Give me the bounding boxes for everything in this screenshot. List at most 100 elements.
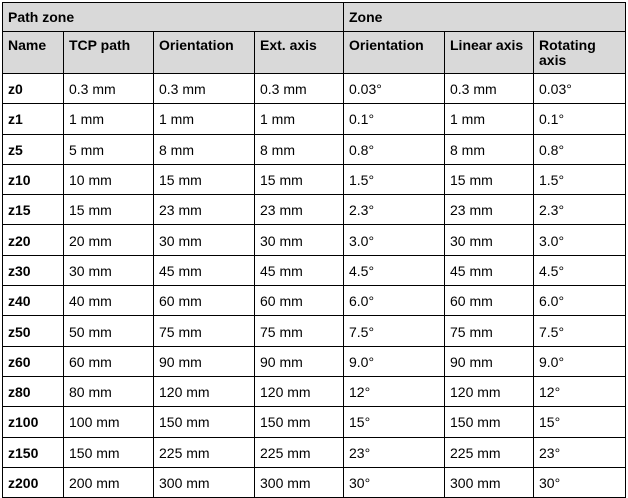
cell-rotating-axis: 0.03° xyxy=(532,72,627,105)
cell-zone-orientation: 6.0° xyxy=(343,285,445,317)
cell-path-orientation: 150 mm xyxy=(153,406,255,438)
cell-ext-axis: 1 mm xyxy=(254,103,344,135)
cell-linear-axis: 225 mm xyxy=(444,436,534,468)
table-row: z30 30 mm 45 mm 45 mm 4.5° 45 mm 4.5° xyxy=(2,254,627,287)
cell-zone-name: z1 xyxy=(2,103,64,135)
cell-path-orientation: 45 mm xyxy=(153,254,255,287)
cell-rotating-axis: 2.3° xyxy=(532,194,627,226)
cell-tcp-path: 15 mm xyxy=(63,194,154,226)
cell-zone-orientation: 3.0° xyxy=(343,224,445,256)
cell-ext-axis: 23 mm xyxy=(254,194,344,226)
cell-linear-axis: 0.3 mm xyxy=(444,72,534,105)
cell-ext-axis: 150 mm xyxy=(254,406,344,438)
cell-zone-orientation: 0.03° xyxy=(343,72,445,105)
table-row: z0 0.3 mm 0.3 mm 0.3 mm 0.03° 0.3 mm 0.03° xyxy=(2,72,627,105)
table-row: z60 60 mm 90 mm 90 mm 9.0° 90 mm 9.0° xyxy=(2,345,627,377)
column-header-path-orientation: Orientation xyxy=(153,31,255,74)
cell-zone-orientation: 23° xyxy=(343,436,445,468)
cell-rotating-axis: 0.1° xyxy=(532,103,627,135)
cell-zone-name: z0 xyxy=(2,72,64,105)
cell-path-orientation: 15 mm xyxy=(153,163,255,196)
cell-linear-axis: 75 mm xyxy=(444,315,534,347)
cell-zone-orientation: 4.5° xyxy=(343,254,445,287)
cell-tcp-path: 80 mm xyxy=(63,375,154,408)
cell-zone-name: z60 xyxy=(2,345,64,377)
cell-ext-axis: 30 mm xyxy=(254,224,344,256)
cell-rotating-axis: 12° xyxy=(532,375,627,408)
cell-tcp-path: 1 mm xyxy=(63,103,154,135)
table-row: z5 5 mm 8 mm 8 mm 0.8° 8 mm 0.8° xyxy=(2,133,627,165)
column-header-zone-orientation: Orientation xyxy=(343,31,445,74)
cell-tcp-path: 40 mm xyxy=(63,285,154,317)
cell-zone-name: z30 xyxy=(2,254,64,287)
cell-ext-axis: 120 mm xyxy=(254,375,344,408)
cell-ext-axis: 0.3 mm xyxy=(254,72,344,105)
cell-path-orientation: 60 mm xyxy=(153,285,255,317)
cell-rotating-axis: 3.0° xyxy=(532,224,627,256)
cell-path-orientation: 23 mm xyxy=(153,194,255,226)
table-row: z1 1 mm 1 mm 1 mm 0.1° 1 mm 0.1° xyxy=(2,103,627,135)
cell-ext-axis: 90 mm xyxy=(254,345,344,377)
cell-tcp-path: 50 mm xyxy=(63,315,154,347)
cell-ext-axis: 8 mm xyxy=(254,133,344,165)
cell-rotating-axis: 9.0° xyxy=(532,345,627,377)
cell-zone-name: z5 xyxy=(2,133,64,165)
cell-zone-orientation: 7.5° xyxy=(343,315,445,347)
cell-zone-orientation: 1.5° xyxy=(343,163,445,196)
cell-path-orientation: 1 mm xyxy=(153,103,255,135)
table-row: z10 10 mm 15 mm 15 mm 1.5° 15 mm 1.5° xyxy=(2,163,627,196)
column-header-tcp-path: TCP path xyxy=(63,31,154,74)
cell-linear-axis: 90 mm xyxy=(444,345,534,377)
cell-ext-axis: 15 mm xyxy=(254,163,344,196)
table-row: z15 15 mm 23 mm 23 mm 2.3° 23 mm 2.3° xyxy=(2,194,627,226)
cell-rotating-axis: 6.0° xyxy=(532,285,627,317)
cell-zone-orientation: 12° xyxy=(343,375,445,408)
cell-zone-name: z40 xyxy=(2,285,64,317)
cell-path-orientation: 30 mm xyxy=(153,224,255,256)
column-header-ext-axis: Ext. axis xyxy=(254,31,344,74)
table-row: z80 80 mm 120 mm 120 mm 12° 120 mm 12° xyxy=(2,375,627,408)
cell-path-orientation: 225 mm xyxy=(153,436,255,468)
cell-tcp-path: 5 mm xyxy=(63,133,154,165)
cell-linear-axis: 15 mm xyxy=(444,163,534,196)
cell-tcp-path: 20 mm xyxy=(63,224,154,256)
cell-linear-axis: 30 mm xyxy=(444,224,534,256)
cell-zone-name: z80 xyxy=(2,375,64,408)
cell-zone-orientation: 0.8° xyxy=(343,133,445,165)
cell-path-orientation: 0.3 mm xyxy=(153,72,255,105)
column-header-rotating-axis: Rotating axis xyxy=(532,31,627,74)
table-body: z0 0.3 mm 0.3 mm 0.3 mm 0.03° 0.3 mm 0.03° z1 1 … xyxy=(2,72,627,498)
cell-zone-name: z150 xyxy=(2,436,64,468)
cell-tcp-path: 150 mm xyxy=(63,436,154,468)
cell-linear-axis: 8 mm xyxy=(444,133,534,165)
cell-zone-orientation: 0.1° xyxy=(343,103,445,135)
cell-rotating-axis: 1.5° xyxy=(532,163,627,196)
cell-ext-axis: 45 mm xyxy=(254,254,344,287)
table-row: z40 40 mm 60 mm 60 mm 6.0° 60 mm 6.0° xyxy=(2,285,627,317)
cell-tcp-path: 30 mm xyxy=(63,254,154,287)
cell-rotating-axis: 23° xyxy=(532,436,627,468)
column-header-name: Name xyxy=(2,31,64,74)
group-header-zone: Zone xyxy=(342,2,627,32)
cell-linear-axis: 23 mm xyxy=(444,194,534,226)
cell-ext-axis: 225 mm xyxy=(254,436,344,468)
cell-path-orientation: 8 mm xyxy=(153,133,255,165)
cell-rotating-axis: 0.8° xyxy=(532,133,627,165)
column-header-linear-axis: Linear axis xyxy=(444,31,534,74)
group-header-row: Path zone Zone xyxy=(2,2,627,32)
cell-linear-axis: 120 mm xyxy=(444,375,534,408)
cell-rotating-axis: 15° xyxy=(532,406,627,438)
group-header-path-zone: Path zone xyxy=(2,2,344,32)
cell-linear-axis: 150 mm xyxy=(444,406,534,438)
cell-zone-orientation: 15° xyxy=(343,406,445,438)
cell-zone-name: z20 xyxy=(2,224,64,256)
cell-tcp-path: 100 mm xyxy=(63,406,154,438)
cell-tcp-path: 10 mm xyxy=(63,163,154,196)
cell-rotating-axis: 4.5° xyxy=(532,254,627,287)
cell-zone-orientation: 2.3° xyxy=(343,194,445,226)
cell-zone-orientation: 9.0° xyxy=(343,345,445,377)
cell-path-orientation: 120 mm xyxy=(153,375,255,408)
cell-zone-name: z50 xyxy=(2,315,64,347)
